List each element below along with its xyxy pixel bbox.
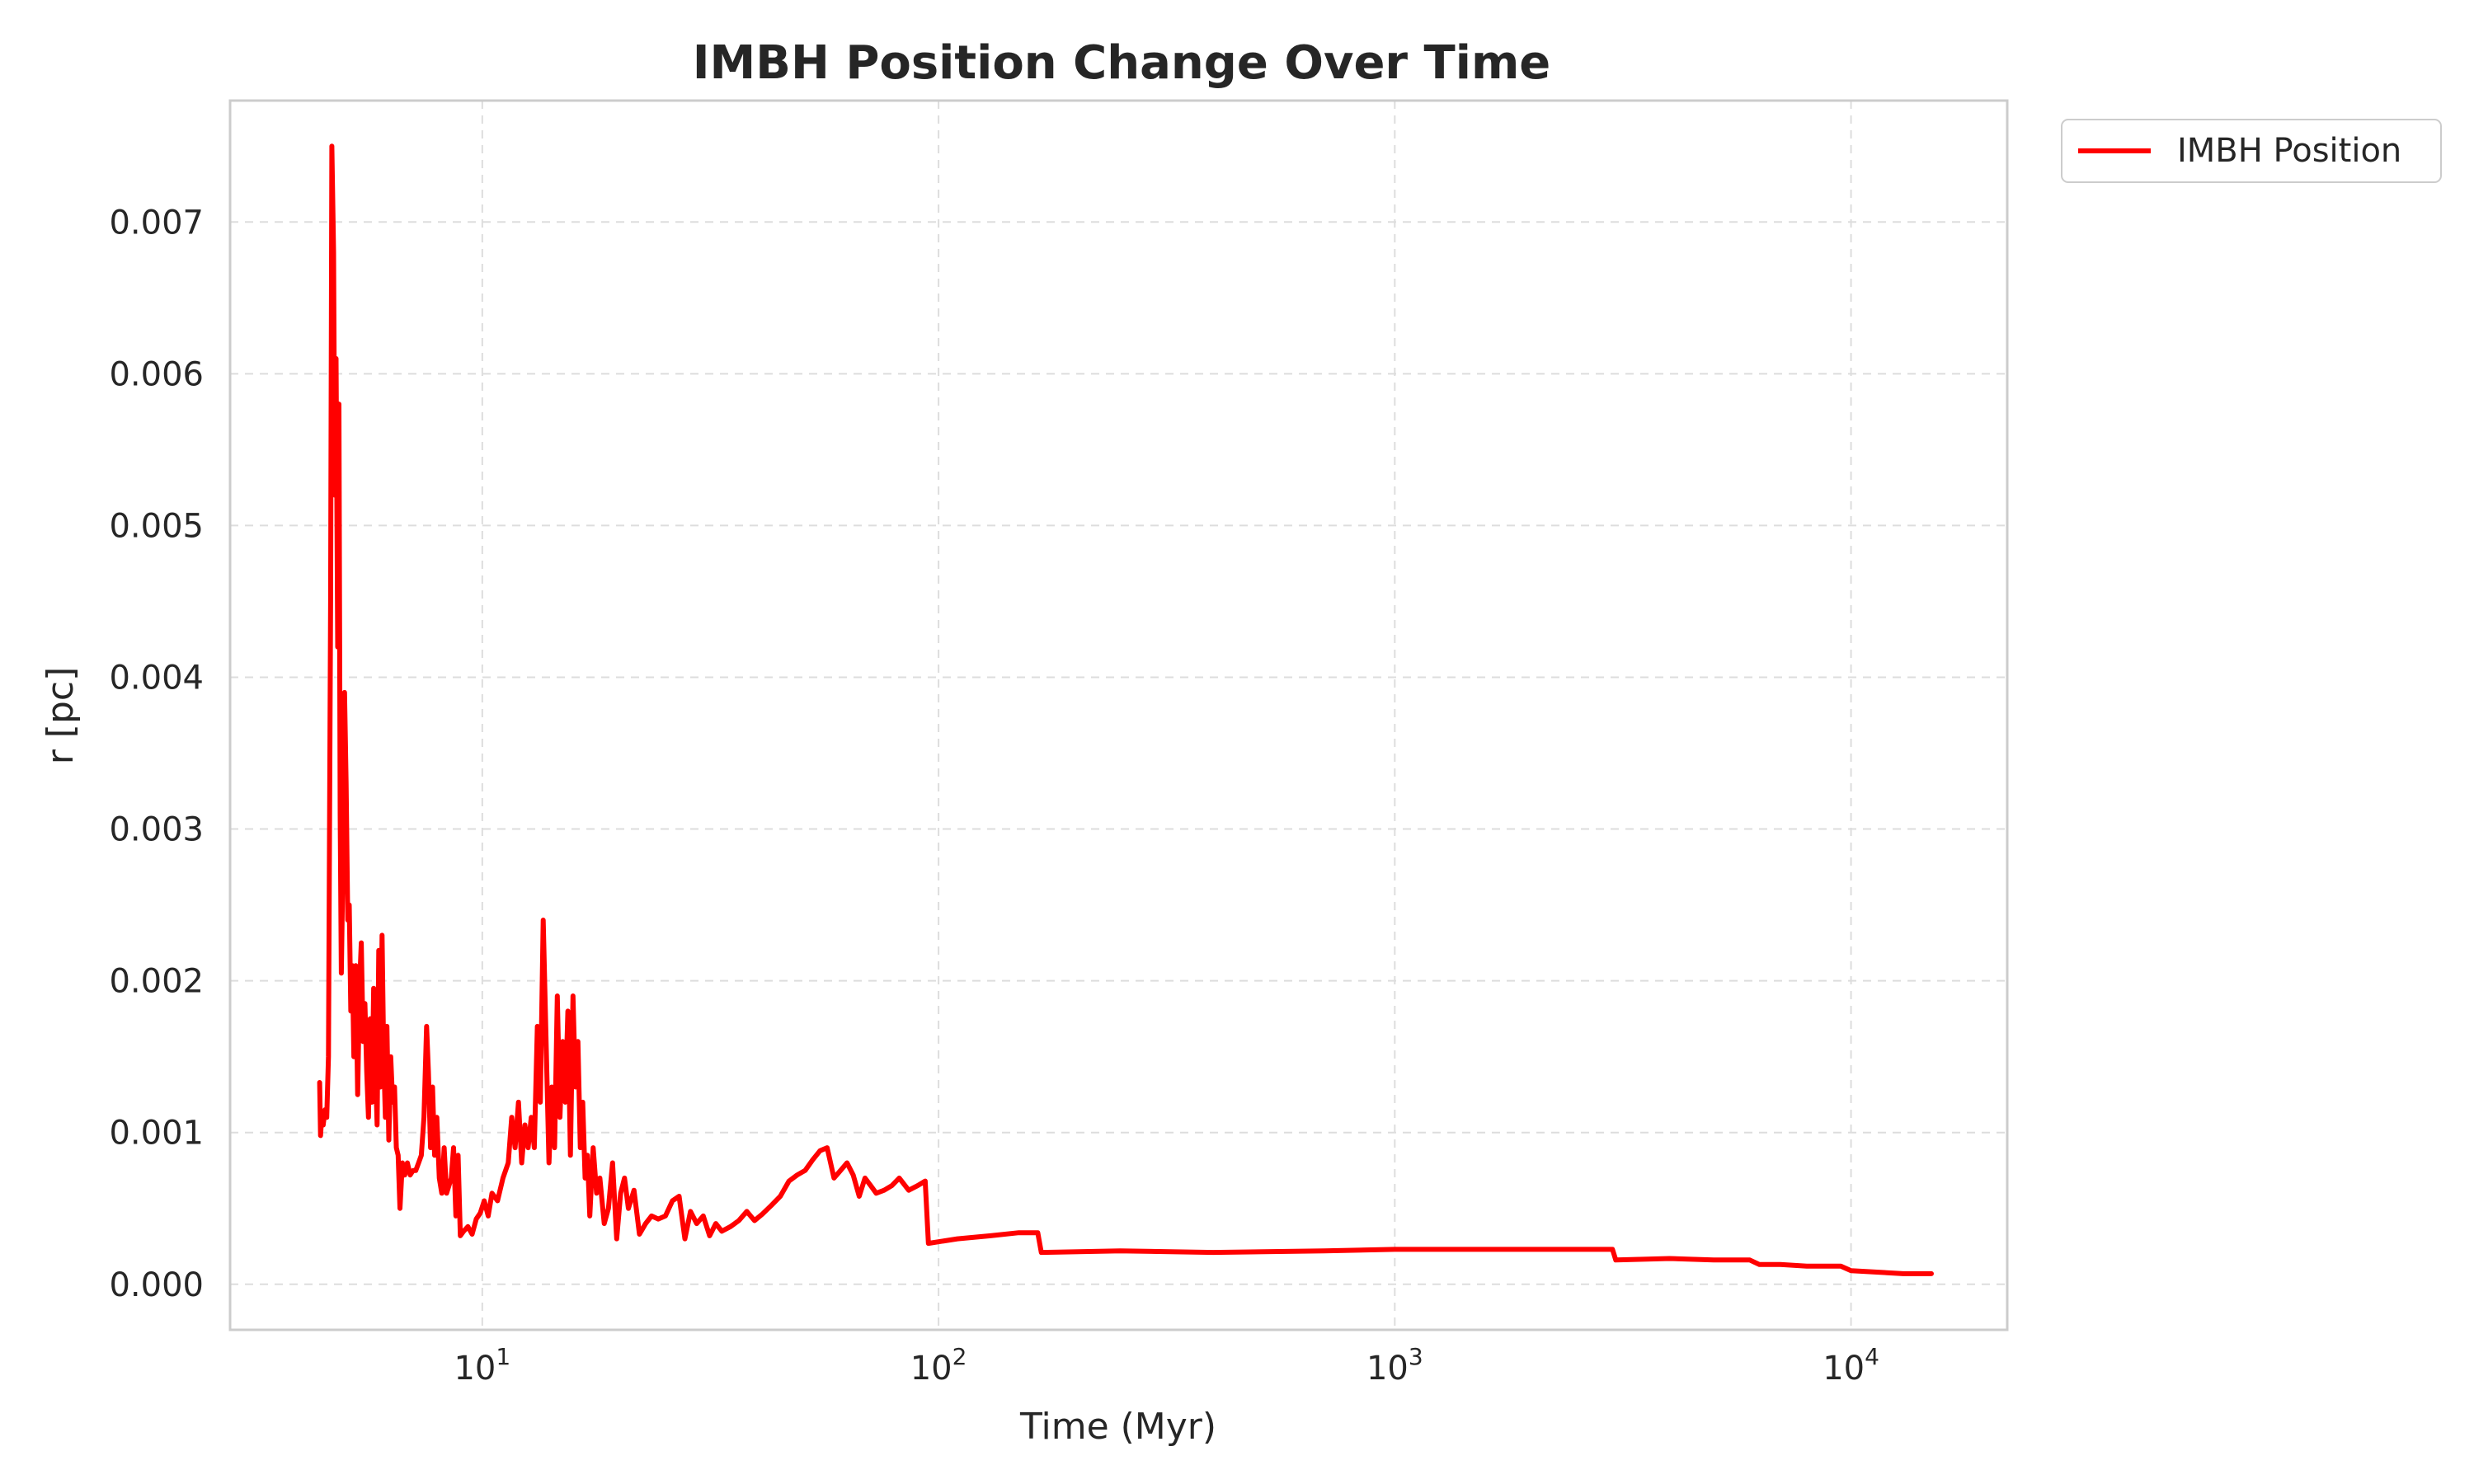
y-tick-label: 0.001 [109,1115,204,1153]
y-tick-label: 0.007 [109,204,204,242]
chart-title: IMBH Position Change Over Time [693,36,1551,90]
grid [230,101,2007,1330]
y-tick-label: 0.005 [109,507,204,545]
y-axis-ticks: 0.000 0.001 0.002 0.003 0.004 0.005 0.006 0.007 [109,204,204,1304]
y-tick-label: 0.003 [109,811,204,849]
x-tick-label: 101 [454,1343,510,1388]
legend-label-imbh-position: IMBH Position [2177,132,2401,170]
y-axis-label: r [pc] [40,667,82,765]
y-tick-label: 0.000 [109,1266,204,1304]
x-tick-label: 104 [1823,1343,1879,1388]
series-line-imbh-position [317,143,1934,1276]
x-tick-label: 102 [910,1343,967,1388]
y-tick-label: 0.006 [109,355,204,393]
y-tick-label: 0.004 [109,659,204,697]
plot-area-frame [228,99,2009,1331]
y-tick-label: 0.002 [109,963,204,1001]
legend: IMBH Position [2061,119,2442,183]
x-axis-label: Time (Myr) [1019,1406,1216,1448]
x-tick-label: 103 [1366,1343,1423,1388]
x-axis-ticks: 101 102 103 104 [454,1343,1879,1388]
series-layer [317,143,1934,1276]
legend-box [2061,119,2442,183]
